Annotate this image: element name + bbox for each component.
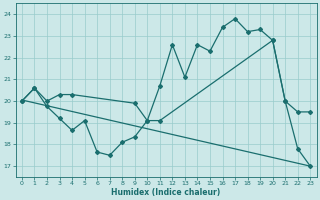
X-axis label: Humidex (Indice chaleur): Humidex (Indice chaleur) bbox=[111, 188, 221, 197]
